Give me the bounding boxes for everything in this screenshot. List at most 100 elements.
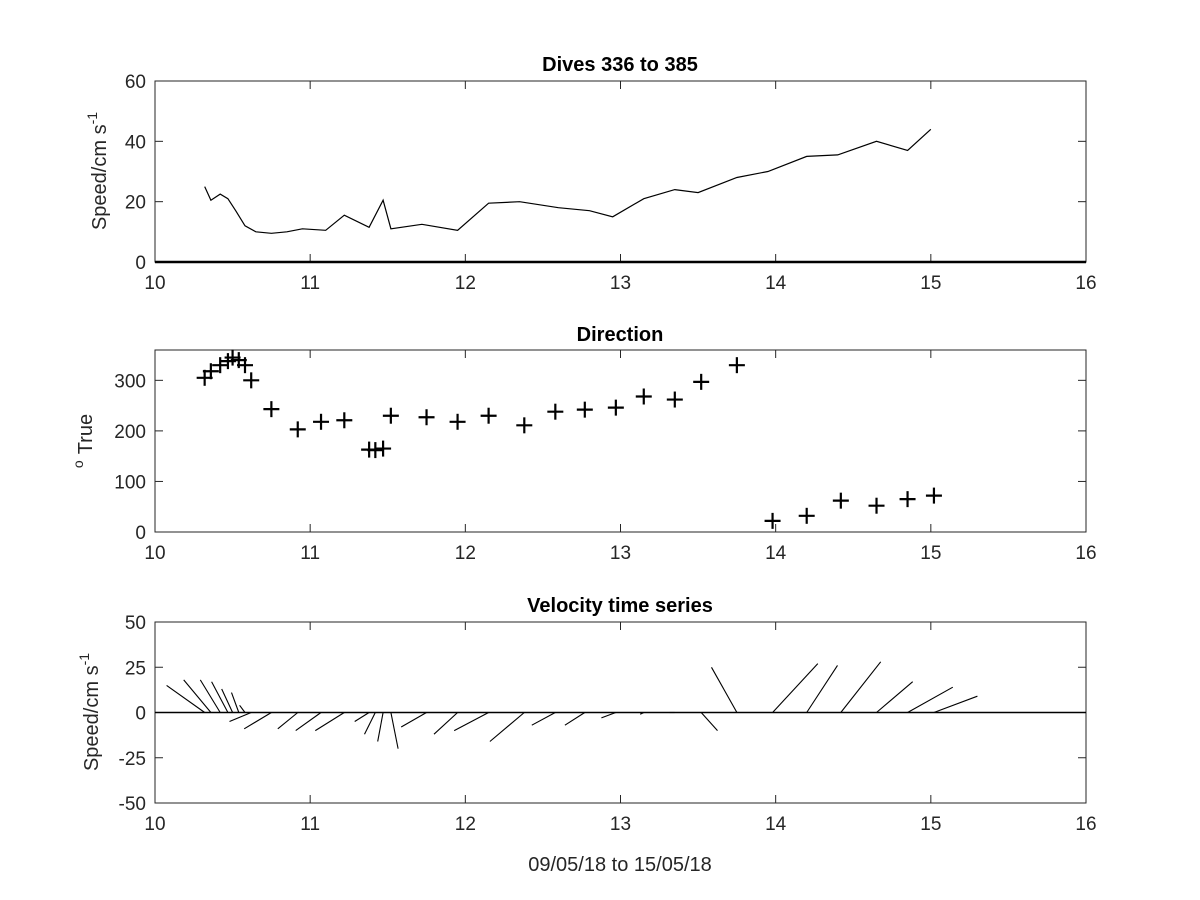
direction-x-tick-label: 10 bbox=[144, 543, 165, 564]
velocity-panel: Velocity time series Speed/cm s-1 09/05/… bbox=[76, 595, 1097, 876]
direction-point bbox=[336, 412, 353, 429]
velocity-stick bbox=[564, 712, 586, 726]
speed-x-tick-label: 16 bbox=[1075, 273, 1096, 294]
velocity-stick bbox=[183, 679, 212, 713]
direction-x-tick-label: 16 bbox=[1075, 543, 1096, 564]
velocity-axis-ticks: 10 11 12 13 14 15 16 50 25 0 -25 -50 bbox=[119, 613, 1097, 835]
velocity-stick bbox=[711, 667, 738, 713]
direction-point bbox=[635, 388, 652, 405]
direction-point bbox=[576, 401, 593, 418]
velocity-stick bbox=[229, 711, 252, 723]
velocity-stick bbox=[315, 712, 345, 732]
direction-point bbox=[832, 492, 849, 509]
velocity-stick bbox=[531, 712, 556, 726]
direction-point bbox=[263, 401, 280, 418]
velocity-y-axis-label-text: Speed/cm s bbox=[81, 665, 103, 771]
velocity-stick bbox=[390, 712, 399, 749]
direction-point bbox=[382, 407, 399, 424]
direction-x-tick-label: 12 bbox=[455, 543, 476, 564]
direction-point bbox=[289, 421, 306, 438]
velocity-x-tick-label: 14 bbox=[765, 814, 787, 835]
speed-chart-title: Dives 336 to 385 bbox=[542, 54, 698, 76]
direction-y-tick-label: 100 bbox=[114, 472, 146, 493]
velocity-stick bbox=[230, 692, 240, 713]
direction-point bbox=[728, 357, 745, 374]
velocity-stick bbox=[221, 688, 234, 713]
velocity-stick bbox=[489, 712, 525, 742]
velocity-stick bbox=[453, 712, 489, 732]
speed-y-tick-label: 60 bbox=[125, 72, 146, 93]
direction-point bbox=[899, 491, 916, 508]
velocity-stick bbox=[354, 712, 370, 722]
velocity-y-axis-label: Speed/cm s-1 bbox=[76, 653, 103, 771]
velocity-x-tick-label: 15 bbox=[920, 814, 941, 835]
velocity-stick bbox=[239, 704, 246, 713]
velocity-stick bbox=[840, 661, 882, 713]
velocity-stick bbox=[700, 712, 718, 731]
velocity-x-tick-label: 10 bbox=[144, 814, 165, 835]
speed-x-tick-label: 10 bbox=[144, 273, 165, 294]
direction-point bbox=[236, 357, 253, 374]
velocity-chart-title: Velocity time series bbox=[527, 595, 713, 617]
direction-point bbox=[798, 507, 815, 524]
velocity-stick bbox=[772, 663, 819, 713]
speed-y-axis-label-text: Speed/cm s bbox=[89, 124, 111, 230]
speed-y-tick-label: 20 bbox=[125, 193, 146, 214]
direction-plot-area bbox=[154, 349, 1087, 533]
velocity-stick bbox=[377, 712, 384, 742]
velocity-y-tick-label: -25 bbox=[119, 749, 146, 770]
direction-series bbox=[196, 349, 942, 529]
direction-point bbox=[607, 399, 624, 416]
speed-plot-area bbox=[154, 80, 1087, 263]
direction-point bbox=[202, 363, 219, 380]
velocity-x-tick-label: 11 bbox=[300, 814, 320, 835]
speed-y-tick-label: 40 bbox=[125, 132, 146, 153]
direction-y-tick-label: 0 bbox=[135, 523, 146, 544]
velocity-stick bbox=[243, 712, 272, 730]
direction-point bbox=[375, 440, 392, 457]
velocity-stick bbox=[295, 712, 322, 732]
direction-y-tick-label: 200 bbox=[114, 422, 146, 443]
velocity-stick bbox=[933, 695, 978, 714]
direction-x-tick-label: 11 bbox=[300, 543, 320, 564]
direction-point bbox=[418, 409, 435, 426]
velocity-stick bbox=[364, 712, 376, 735]
direction-point bbox=[367, 442, 384, 459]
velocity-x-tick-label: 12 bbox=[455, 814, 476, 835]
direction-x-tick-label: 15 bbox=[920, 543, 941, 564]
direction-point bbox=[516, 417, 533, 434]
speed-x-tick-label: 11 bbox=[300, 273, 320, 294]
direction-panel: Direction o True 10 11 12 13 14 15 16 0 100 200 300 bbox=[70, 324, 1097, 564]
direction-point bbox=[243, 372, 260, 389]
speed-series bbox=[155, 128, 1086, 264]
direction-y-axis-label-superscript: o bbox=[70, 460, 86, 468]
direction-x-tick-label: 14 bbox=[765, 543, 787, 564]
velocity-stick bbox=[199, 679, 221, 713]
velocity-stick bbox=[277, 712, 299, 730]
direction-point bbox=[868, 497, 885, 514]
speed-y-axis-label-superscript: -1 bbox=[84, 112, 100, 125]
direction-point bbox=[693, 373, 710, 390]
speed-panel: Dives 336 to 385 Speed/cm s-1 10 11 12 13 14… bbox=[84, 54, 1097, 294]
direction-chart-title: Direction bbox=[577, 324, 664, 346]
speed-x-tick-label: 12 bbox=[455, 273, 476, 294]
velocity-x-tick-label: 16 bbox=[1075, 814, 1096, 835]
speed-line bbox=[204, 128, 932, 234]
speed-y-axis-label: Speed/cm s-1 bbox=[84, 112, 111, 230]
speed-x-tick-label: 14 bbox=[765, 273, 787, 294]
velocity-stick bbox=[806, 665, 838, 713]
direction-point bbox=[764, 512, 781, 529]
direction-point bbox=[480, 407, 497, 424]
direction-y-axis-label: o True bbox=[70, 414, 97, 468]
speed-x-tick-label: 15 bbox=[920, 273, 941, 294]
direction-point bbox=[666, 391, 683, 408]
velocity-y-tick-label: -50 bbox=[119, 794, 146, 815]
velocity-y-tick-label: 50 bbox=[125, 613, 146, 634]
direction-point bbox=[925, 487, 942, 504]
velocity-y-tick-label: 0 bbox=[135, 704, 146, 725]
velocity-stick bbox=[876, 681, 914, 713]
speed-x-tick-label: 13 bbox=[610, 273, 631, 294]
direction-y-tick-label: 300 bbox=[114, 371, 146, 392]
direction-y-axis-label-text: True bbox=[75, 414, 97, 454]
